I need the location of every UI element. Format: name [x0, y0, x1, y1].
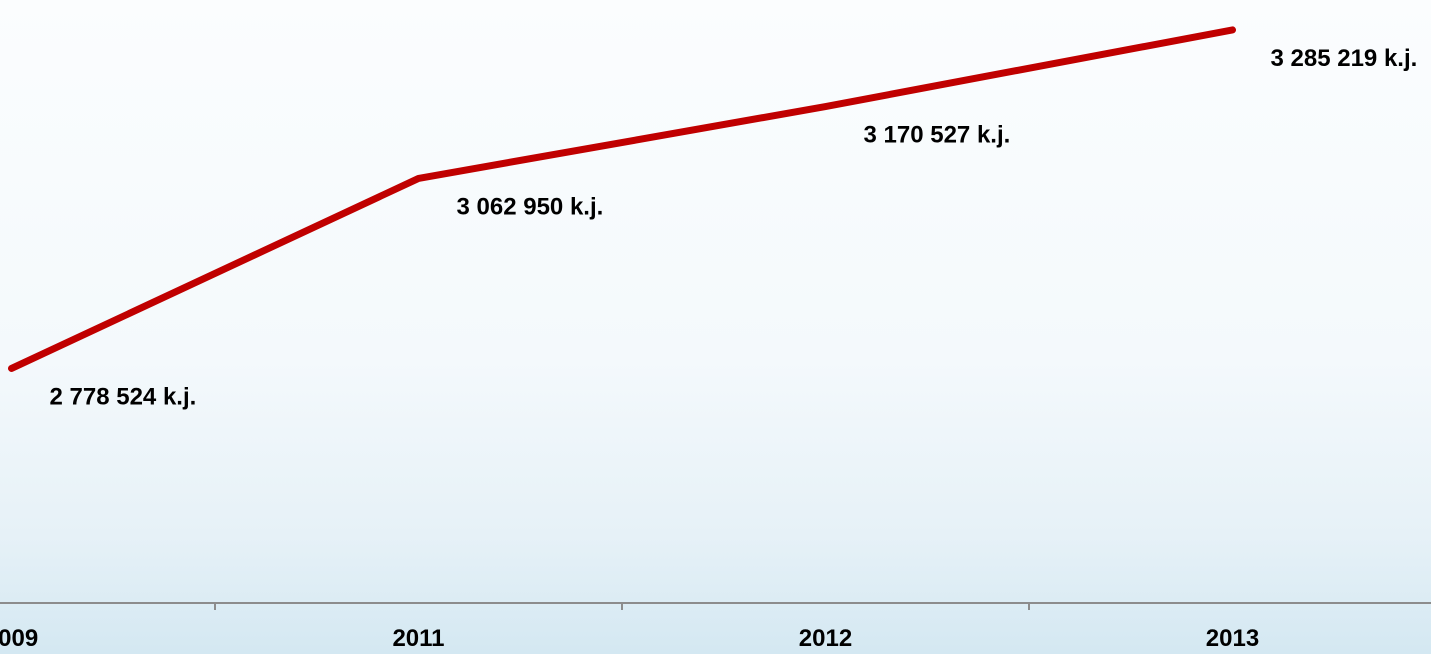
series-line [8, 26, 1236, 372]
x-tick-label: 2012 [799, 625, 852, 652]
x-tick-label: 2011 [392, 625, 444, 652]
data-labels: 2 778 524 k.j. 3 062 950 k.j. 3 170 527 k.… [50, 45, 1418, 411]
x-axis [0, 602, 1431, 610]
series-layer [8, 26, 1236, 372]
x-tick-labels: 2009 2011 2012 2013 [0, 625, 1259, 652]
data-label: 3 062 950 k.j. [457, 193, 604, 220]
x-tick-label: 2009 [0, 625, 38, 652]
data-label: 3 285 219 k.j. [1271, 45, 1418, 72]
data-label: 2 778 524 k.j. [50, 383, 197, 410]
data-label: 3 170 527 k.j. [864, 122, 1011, 149]
x-tick-label: 2013 [1206, 625, 1259, 652]
